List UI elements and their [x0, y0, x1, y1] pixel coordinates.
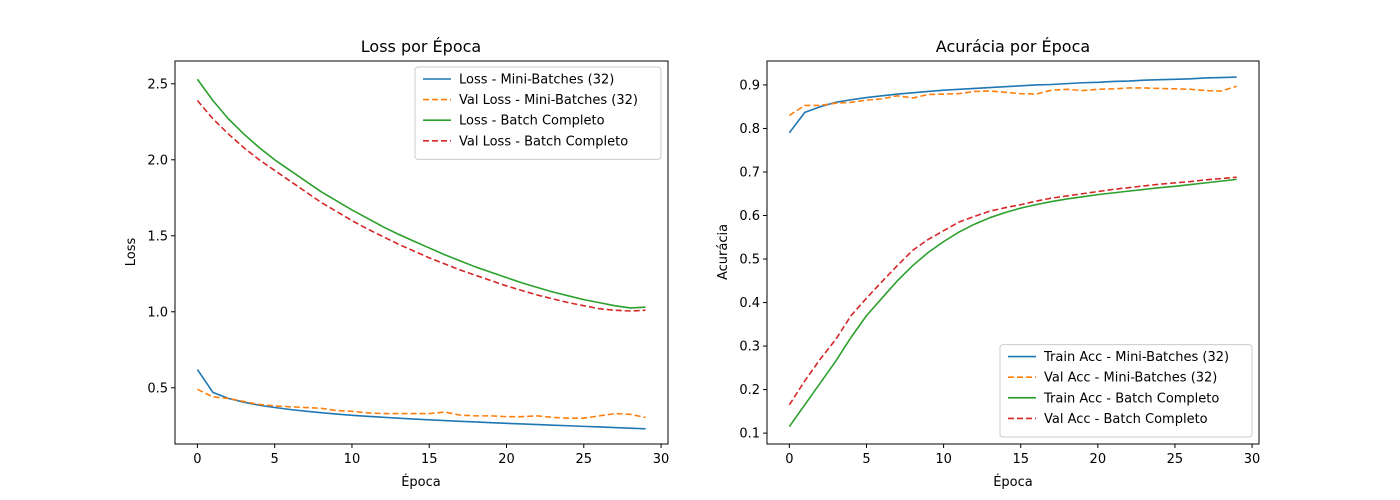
y-tick-label: 0.8 [739, 122, 760, 137]
y-tick-label: 0.1 [739, 427, 760, 442]
y-tick-label: 0.9 [739, 78, 760, 93]
x-axis-label: Época [401, 474, 441, 490]
y-tick-label: 0.7 [739, 165, 760, 180]
x-tick-label: 5 [862, 452, 870, 467]
x-tick-label: 20 [1090, 452, 1107, 467]
x-tick-label: 25 [1167, 452, 1184, 467]
x-tick-label: 30 [653, 452, 670, 467]
y-tick-label: 0.5 [739, 253, 760, 268]
x-tick-label: 5 [271, 452, 279, 467]
series-line-1 [788, 76, 1237, 134]
y-tick-label: 0.3 [739, 340, 760, 355]
legend: Train Acc - Mini-Batches (32) Val Acc - M… [999, 344, 1253, 438]
y-tick-label: 0.5 [147, 381, 168, 396]
x-tick-label: 30 [1244, 452, 1261, 467]
legend-entry-3: Train Acc - Batch Completo [1043, 391, 1219, 406]
legend-entry-4: Val Loss - Batch Completo [459, 134, 628, 149]
series-line-4 [788, 176, 1237, 406]
y-tick-label: 0.6 [739, 209, 760, 224]
ticks-group: 0 5 10 15 20 25 30 0.5 1.0 1.5 2.0 2.5 [147, 77, 669, 467]
legend-entry-3: Loss - Batch Completo [459, 114, 605, 129]
ticks-group: 0 5 10 15 20 25 30 0.1 0.2 0.3 0.4 0.5 0.6 0.7 0.8 0.9 [739, 78, 1260, 467]
legend-frame [414, 66, 662, 160]
series-group [788, 76, 1237, 428]
y-tick-label: 2.5 [147, 77, 168, 92]
legend-entry-1: Loss - Mini-Batches (32) [459, 73, 614, 88]
loss-chart: Loss por Época 0 5 10 15 20 25 30 0.5 1.0 1.5 2.0 2… [124, 37, 669, 490]
y-tick-label: 0.4 [739, 296, 760, 311]
legend-entry-2: Val Acc - Mini-Batches (32) [1044, 371, 1217, 386]
series-group [196, 78, 646, 430]
legend-frame [999, 344, 1253, 438]
x-tick-label: 0 [193, 452, 201, 467]
series-line-3 [196, 78, 646, 309]
legend: Loss - Mini-Batches (32) Val Loss - Mini-… [414, 66, 662, 160]
legend-entry-4: Val Acc - Batch Completo [1044, 412, 1208, 427]
series-line-4 [196, 100, 646, 312]
x-tick-label: 10 [935, 452, 952, 467]
x-axis-label: Época [993, 474, 1033, 490]
plot-frame [766, 60, 1260, 445]
series-line-3 [788, 178, 1237, 428]
y-tick-label: 0.2 [739, 383, 760, 398]
x-tick-label: 15 [1012, 452, 1029, 467]
legend-entry-1: Train Acc - Mini-Batches (32) [1043, 350, 1229, 365]
series-line-2 [197, 388, 646, 419]
plot-frame [174, 60, 669, 445]
x-tick-label: 10 [344, 452, 361, 467]
chart-title: Loss por Época [361, 37, 481, 56]
y-axis-label: Acurácia [716, 224, 731, 280]
series-line-2 [788, 85, 1237, 117]
x-tick-label: 20 [498, 452, 515, 467]
legend-entry-2: Val Loss - Mini-Batches (32) [459, 93, 638, 108]
x-tick-label: 15 [421, 452, 438, 467]
y-tick-label: 1.5 [147, 229, 168, 244]
x-tick-label: 0 [785, 452, 793, 467]
y-axis-label: Loss [124, 238, 139, 267]
chart-title: Acurácia por Época [936, 37, 1090, 56]
series-line-1 [196, 369, 646, 430]
y-tick-label: 1.0 [147, 305, 168, 320]
y-tick-label: 2.0 [147, 153, 168, 168]
accuracy-chart: Acurácia por Época 0 5 10 15 20 25 30 0.1 0.2 0.3… [716, 37, 1260, 490]
x-tick-label: 25 [575, 452, 592, 467]
